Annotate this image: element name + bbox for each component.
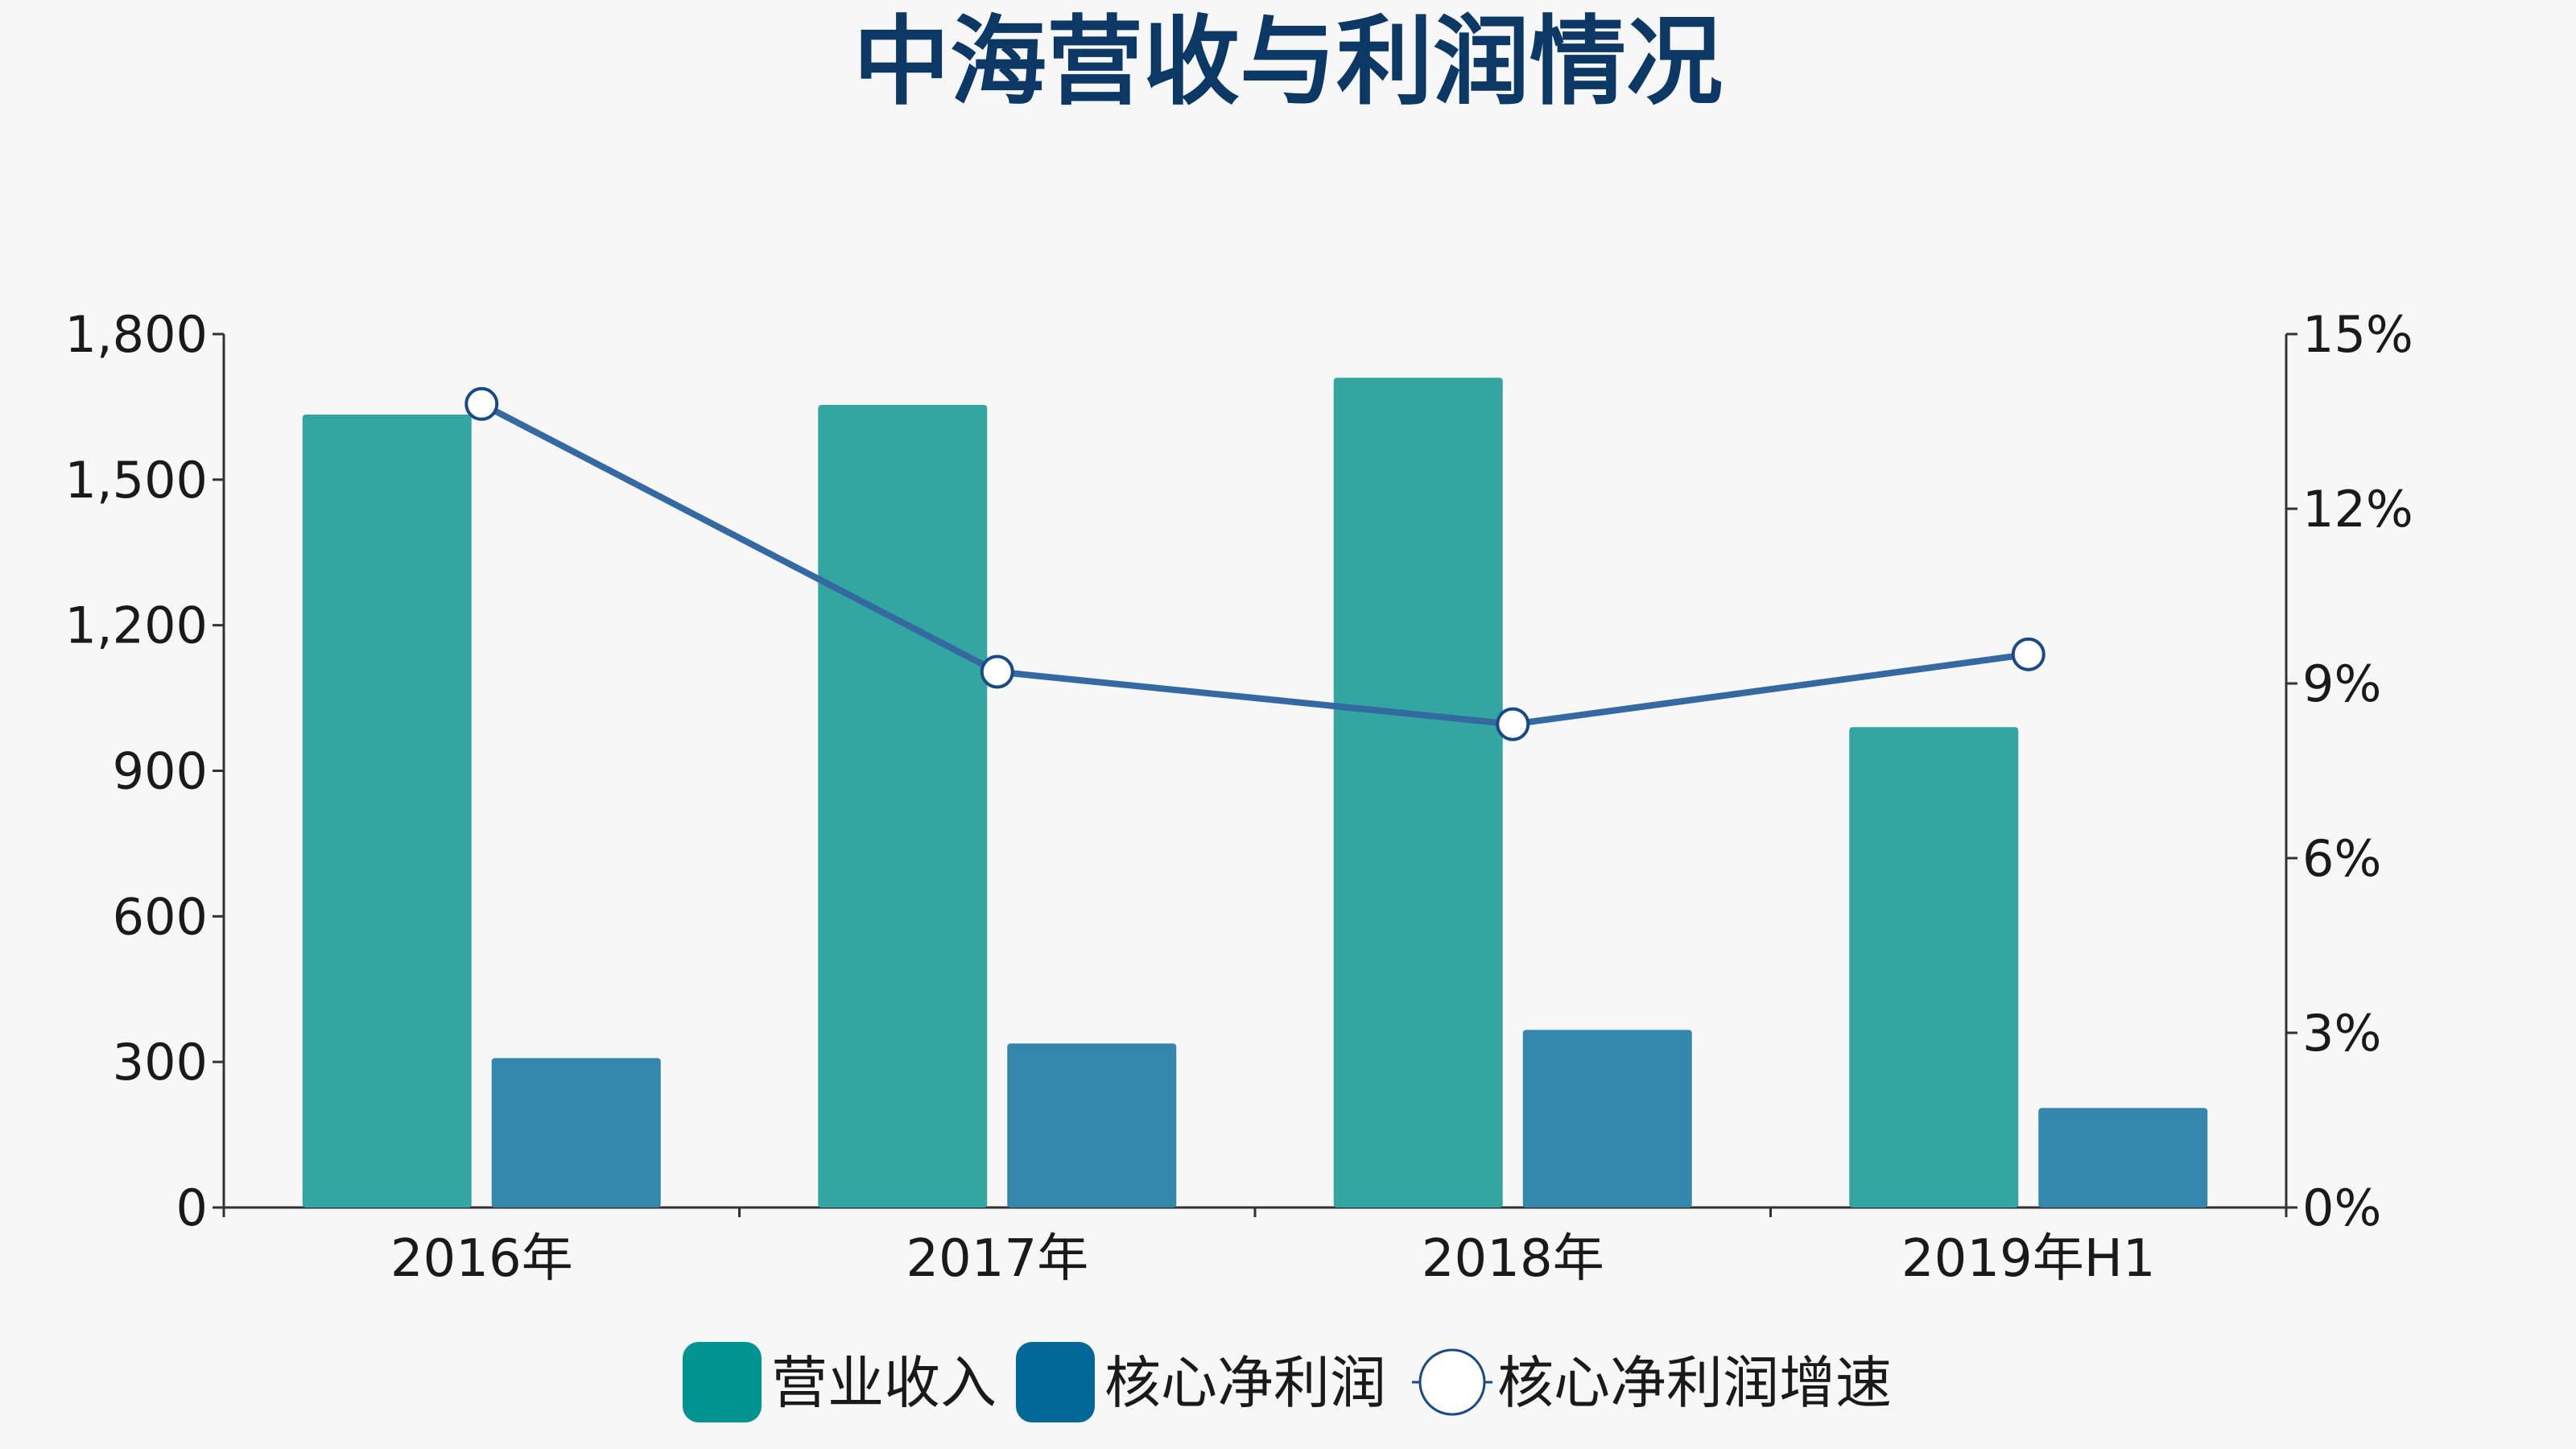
line-point — [1496, 707, 1530, 741]
line-point — [2011, 637, 2046, 671]
legend-swatch-profit — [1016, 1342, 1095, 1422]
line-point — [980, 654, 1014, 689]
y-left-tick-label: 300 — [113, 1033, 208, 1092]
bar — [491, 1058, 661, 1208]
bar — [818, 405, 988, 1208]
growth-line — [464, 386, 2046, 741]
bars — [302, 378, 2208, 1208]
x-tick-label: 2017年 — [906, 1229, 1088, 1289]
bar — [1333, 378, 1503, 1208]
y-left-tick-label: 600 — [113, 887, 208, 946]
y-left-tick-label: 0 — [176, 1179, 208, 1237]
y-right-tick-label: 15% — [2302, 305, 2413, 364]
legend-marker-growth — [1418, 1348, 1486, 1416]
series-line — [480, 401, 2029, 728]
y-right-tick-label: 12% — [2302, 480, 2413, 539]
bar — [1849, 727, 2019, 1208]
x-tick-label: 2019年H1 — [1901, 1229, 2156, 1289]
x-tick-label: 2016年 — [390, 1229, 573, 1289]
bar — [1522, 1030, 1692, 1208]
line-point — [464, 386, 499, 421]
axes: 0 300 600 900 1,200 1,500 1,800 0% 3% 6% 9% 12% 15% — [65, 305, 2413, 1237]
bar — [2038, 1108, 2208, 1208]
y-left-tick-label: 1,500 — [65, 451, 208, 510]
y-right-tick-label: 0% — [2302, 1179, 2381, 1237]
legend-label: 核心净利润增速 — [1497, 1350, 1892, 1416]
chart-title: 中海营收与利润情况 — [853, 6, 1723, 118]
y-left-tick-label: 1,800 — [65, 305, 208, 364]
bar — [1007, 1043, 1177, 1208]
y-right-tick-label: 6% — [2302, 829, 2381, 888]
y-left-tick-label: 900 — [113, 742, 208, 801]
category-labels: 2016年 2017年 2018年 2019年H1 — [390, 1229, 2156, 1289]
legend-label: 核心净利润 — [1104, 1350, 1386, 1416]
legend-swatch-revenue — [683, 1342, 762, 1422]
y-right-tick-label: 9% — [2302, 654, 2381, 713]
legend-label: 营业收入 — [771, 1350, 997, 1416]
bar — [302, 415, 472, 1208]
y-left-tick-label: 1,200 — [65, 597, 208, 655]
legend: 营业收入 核心净利润 核心净利润增速 — [683, 1342, 1892, 1422]
x-tick-label: 2018年 — [1422, 1229, 1604, 1289]
y-right-tick-label: 3% — [2302, 1004, 2381, 1063]
